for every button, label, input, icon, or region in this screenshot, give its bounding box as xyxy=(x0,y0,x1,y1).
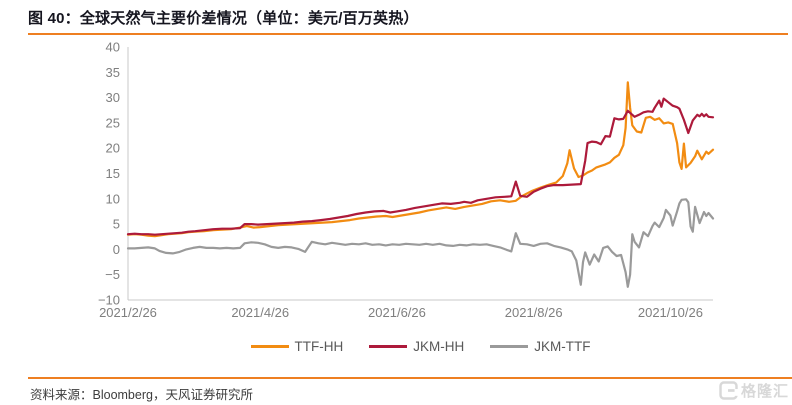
series-line-ttf-hh xyxy=(126,81,715,238)
x-tick-label: 2021/8/26 xyxy=(505,305,563,320)
footer-divider xyxy=(28,377,792,379)
legend-item-jkm-ttf: JKM-TTF xyxy=(490,339,590,354)
y-tick-label: 15 xyxy=(106,166,120,181)
y-tick-label: 25 xyxy=(106,115,120,130)
y-tick-label: 0 xyxy=(113,242,120,257)
legend-swatch xyxy=(369,344,408,348)
figure-title: 图 40：全球天然气主要价差情况（单位：美元/百万英热） xyxy=(28,10,419,27)
y-tick-label: 10 xyxy=(106,191,120,206)
legend-swatch xyxy=(250,344,289,348)
y-tick-label: 30 xyxy=(106,90,120,105)
series-line-jkm-ttf xyxy=(126,198,715,288)
y-tick-label: 5 xyxy=(113,217,120,232)
series-line-jkm-hh xyxy=(126,97,715,236)
y-tick-label: 40 xyxy=(106,40,120,55)
legend-label: JKM-HH xyxy=(413,338,465,354)
source-note: 资料来源：Bloomberg，天风证券研究所 xyxy=(30,388,253,402)
watermark-gelonghui: 格隆汇 xyxy=(719,380,789,401)
legend-item-ttf-hh: TTF-HH xyxy=(250,338,344,354)
x-tick-label: 2021/10/26 xyxy=(638,305,703,320)
y-tick-label: 35 xyxy=(106,65,120,80)
chart-legend: TTF-HH JKM-HH JKM-TTF xyxy=(128,336,713,356)
y-tick-label: −10 xyxy=(98,293,120,308)
legend-swatch xyxy=(490,344,529,348)
title-divider xyxy=(28,33,788,35)
legend-label: TTF-HH xyxy=(294,338,344,354)
x-tick-label: 2021/6/26 xyxy=(368,305,426,320)
legend-label: JKM-TTF xyxy=(534,338,591,354)
x-tick-label: 2021/4/26 xyxy=(231,305,289,320)
y-tick-label: −5 xyxy=(105,267,120,282)
x-tick-label: 2021/2/26 xyxy=(99,305,157,320)
y-tick-label: 20 xyxy=(106,141,120,156)
gelonghui-logo-icon xyxy=(719,381,738,400)
legend-item-jkm-hh: JKM-HH xyxy=(369,339,464,354)
watermark-text: 格隆汇 xyxy=(740,383,789,400)
